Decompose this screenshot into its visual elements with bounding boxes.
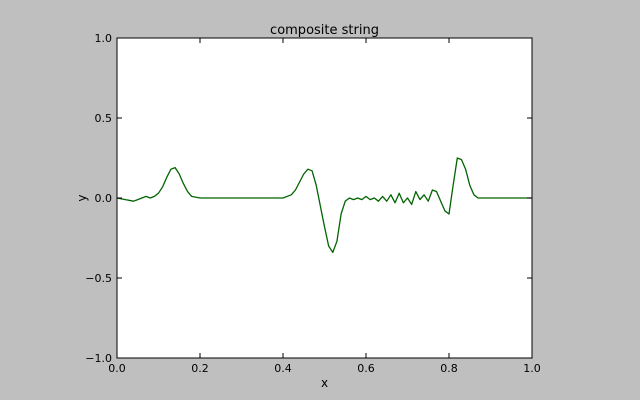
x-tick-label: 0.4	[274, 362, 292, 375]
x-tick-label: 0.0	[108, 362, 126, 375]
x-tick-label: 0.6	[357, 362, 375, 375]
x-tick-label: 1.0	[523, 362, 541, 375]
x-tick-label: 0.8	[440, 362, 458, 375]
series-layer	[116, 157, 532, 254]
series-line	[116, 157, 532, 254]
y-tick-label: 1.0	[95, 32, 113, 45]
x-tick-label: 0.2	[191, 362, 209, 375]
y-tick-label: −1.0	[85, 352, 112, 365]
y-tick-label: 0.0	[95, 192, 113, 205]
chart-title: composite string	[270, 23, 379, 38]
plot-area	[117, 38, 532, 358]
y-axis-label: y	[75, 194, 89, 201]
ticks-layer: 0.0 0.2 0.4 0.6 0.8 1.0 1.0 0.5 0.0 −0.5 −1.0	[85, 32, 540, 375]
x-axis-label: x	[321, 376, 328, 390]
y-tick-label: 0.5	[95, 112, 113, 125]
y-tick-label: −0.5	[85, 272, 112, 285]
